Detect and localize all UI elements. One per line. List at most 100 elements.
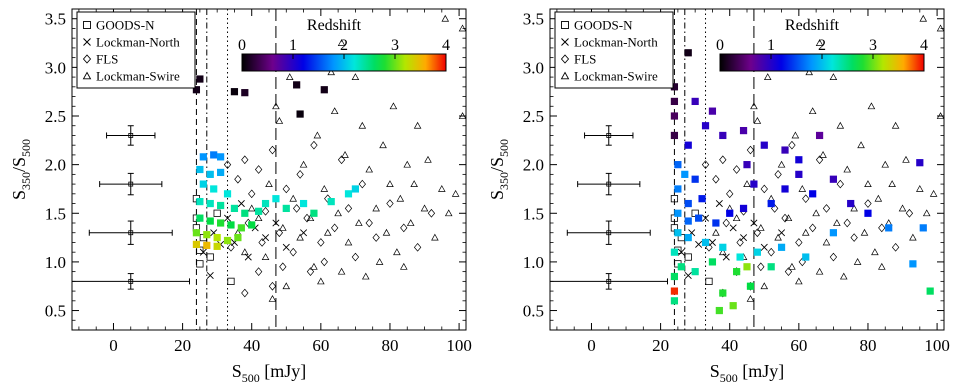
y-tick-label: 3.5 (523, 10, 544, 29)
lockman-swire-point (874, 194, 883, 202)
redshift-point (829, 175, 838, 183)
redshift-point (701, 122, 710, 130)
fls-point (279, 262, 287, 272)
x-tick-label: 40 (721, 336, 738, 355)
lockman-swire-point (438, 185, 446, 192)
legend-square-icon (83, 21, 91, 29)
legend-entry-label: GOODS-N (96, 18, 155, 33)
y-axis-label-num-sub: 350 (19, 172, 33, 190)
redshift-point (206, 170, 214, 178)
y-tick-label: 3.0 (45, 58, 66, 77)
y-tick-label: 2.5 (45, 107, 66, 126)
lockman-north-point (778, 229, 786, 237)
y-tick-label: 1.0 (523, 253, 544, 272)
y-tick-label: 2.0 (523, 156, 544, 175)
redshift-point (719, 131, 727, 140)
fls-point (788, 140, 796, 150)
fls-point (413, 242, 422, 252)
fls-point (296, 170, 304, 179)
x-tick-label: 0 (109, 336, 118, 355)
redshift-point (227, 221, 235, 229)
redshift-point (885, 224, 893, 232)
redshift-point (217, 168, 225, 177)
lockman-swire-point (774, 233, 782, 241)
lockman-swire-point (763, 73, 772, 81)
lockman-swire-point (795, 277, 803, 285)
lockman-swire-point (285, 73, 294, 81)
y-axis-label-den-sub: 500 (497, 139, 511, 157)
redshift-point (237, 224, 245, 232)
colorbar-tick-label: 4 (442, 37, 450, 54)
error-bar (72, 273, 191, 290)
fls-point (268, 281, 277, 291)
redshift-point (196, 214, 204, 222)
y-tick-label: 1.5 (45, 204, 66, 223)
lockman-swire-point (323, 228, 332, 236)
lockman-swire-point (393, 248, 401, 256)
redshift-point (743, 263, 751, 271)
legend-entry-label: FLS (96, 52, 118, 67)
fls-point (254, 165, 263, 174)
fls-point (234, 174, 242, 184)
lockman-swire-point (386, 180, 394, 188)
lockman-swire-point (296, 233, 304, 241)
lockman-swire-point (403, 160, 412, 168)
lockman-swire-point (327, 68, 336, 76)
error-bar-marker (128, 230, 134, 236)
fls-point (427, 208, 436, 218)
fls-point (261, 206, 270, 216)
fls-point (227, 242, 235, 252)
redshift-point (729, 302, 737, 310)
redshift-point (206, 199, 214, 208)
colorbar-tick-label: 1 (289, 37, 297, 54)
lockman-swire-point (420, 204, 429, 212)
redshift-point (192, 229, 201, 237)
redshift-point (192, 240, 201, 248)
lockman-swire-point (365, 165, 374, 173)
legend-diamond-icon (82, 54, 92, 64)
fls-point (822, 204, 831, 213)
redshift-point (864, 209, 872, 217)
y-axis-label-num-sub: 350 (497, 172, 511, 190)
fls-point (351, 252, 360, 262)
lockman-north-point (715, 200, 723, 208)
lockman-swire-point (822, 238, 831, 246)
fls-point (802, 194, 810, 204)
redshift-point (719, 289, 727, 297)
goods-n-point (196, 260, 204, 268)
lockman-swire-point (922, 209, 931, 217)
redshift-point (670, 297, 679, 305)
fls-point (344, 204, 353, 213)
colorbar-tick-label: 3 (869, 37, 877, 54)
x-tick-label: 60 (312, 336, 329, 355)
lockman-swire-point (351, 73, 360, 81)
redshift-point (684, 233, 692, 242)
lockman-swire-point (853, 257, 862, 265)
fls-point (292, 204, 301, 213)
redshift-point (733, 268, 741, 276)
x-axis-label-sub: 500 (242, 371, 260, 385)
lockman-swire-point (829, 73, 838, 81)
redshift-point (684, 199, 692, 208)
x-tick-label: 100 (446, 336, 472, 355)
redshift-point (684, 141, 692, 149)
lockman-swire-point (268, 294, 277, 302)
lockman-swire-point (909, 233, 917, 241)
lockman-swire-point (788, 262, 796, 270)
lockman-swire-point (337, 267, 346, 275)
redshift-point (670, 272, 679, 281)
lockman-swire-point (867, 102, 876, 110)
redshift-point (684, 217, 692, 225)
lockman-swire-point (898, 204, 907, 212)
y-tick-label: 0.5 (523, 302, 544, 321)
fls-point (386, 199, 394, 208)
lockman-swire-point (743, 180, 751, 188)
lockman-swire-point (358, 121, 367, 129)
lockman-swire-point (746, 294, 755, 302)
fls-point (878, 223, 886, 233)
redshift-point (299, 199, 308, 208)
lockman-swire-point (341, 150, 349, 158)
